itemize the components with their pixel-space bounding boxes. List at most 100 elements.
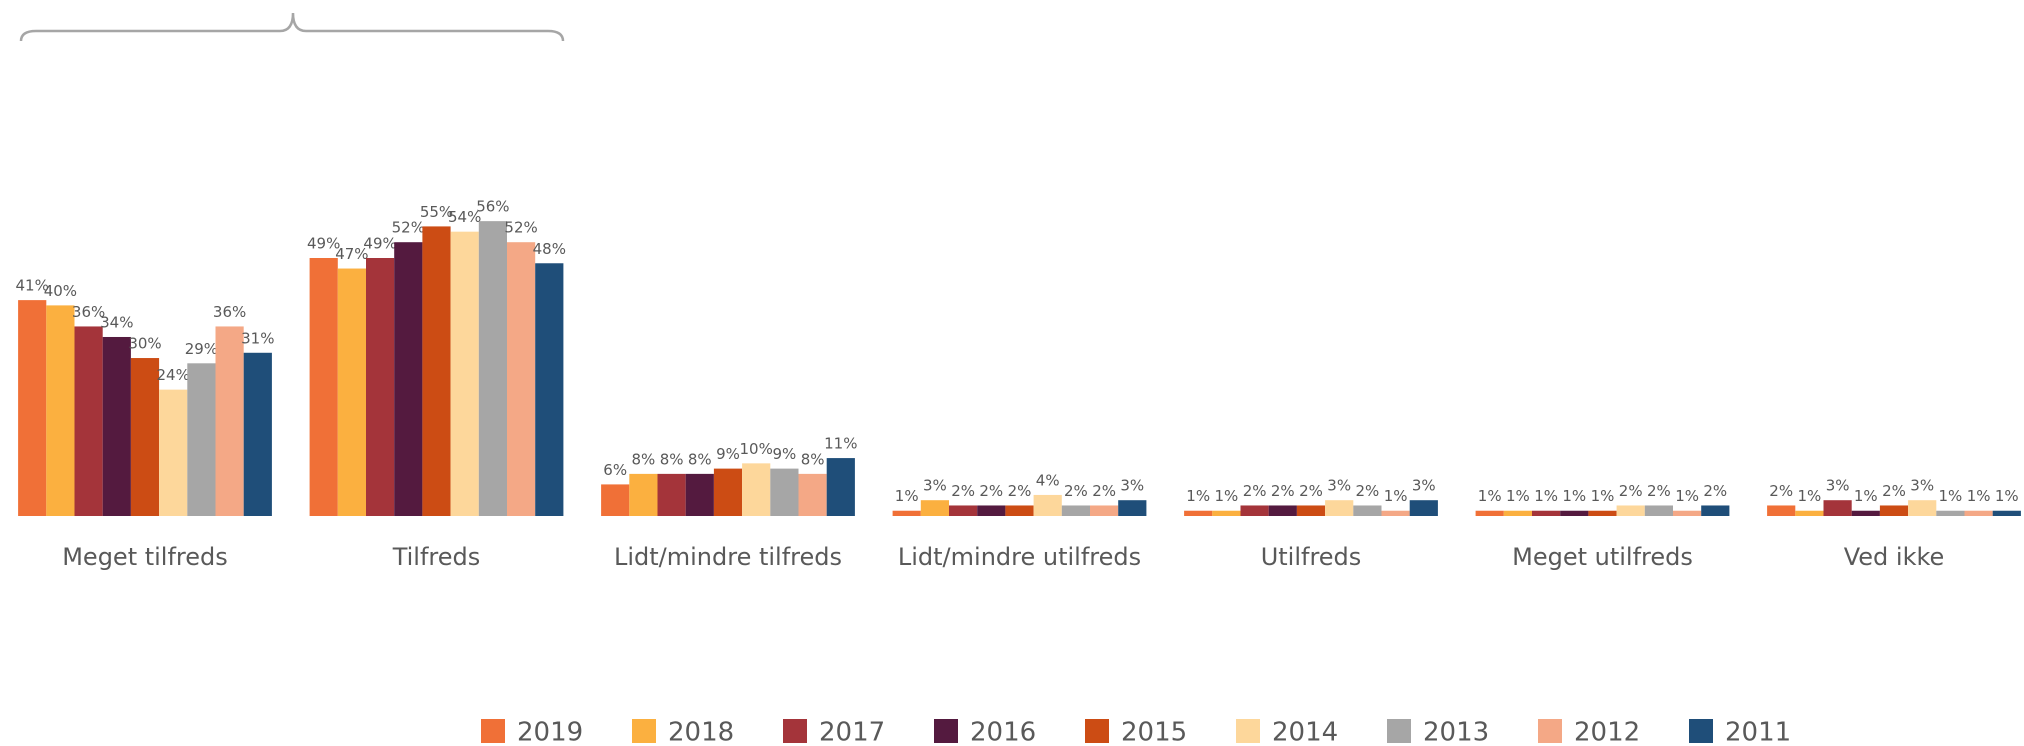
bar [102,336,131,516]
bar [450,231,479,516]
value-label: 52% [392,219,425,237]
bar [1240,505,1269,516]
value-label: 47% [335,245,368,263]
value-label: 1% [1675,487,1699,505]
bar [629,473,658,516]
value-label: 9% [716,445,740,463]
bar [1964,510,1993,516]
bar [1767,505,1796,516]
x-tick-label: Ved ikke [1844,543,1945,571]
bar [601,484,630,516]
legend-label: 2012 [1574,718,1640,746]
value-label: 2% [1769,482,1793,500]
bar [1936,510,1965,516]
bar [187,363,216,516]
bar [713,468,743,516]
bar [1033,494,1062,516]
bar [1503,510,1532,516]
bar [1184,510,1213,516]
value-label: 3% [1910,477,1934,495]
value-label: 1% [1478,487,1502,505]
bar [1560,510,1589,516]
bar [1296,505,1326,516]
value-label: 54% [448,208,481,226]
bar [1532,510,1561,516]
legend-swatch [1689,719,1713,743]
value-label: 1% [1562,487,1586,505]
bar [159,389,188,516]
legend-label: 2018 [668,718,734,746]
bar [977,505,1006,516]
legend-swatch [1538,719,1562,743]
value-label: 8% [688,450,712,468]
x-tick-label: Lidt/mindre utilfreds [898,543,1141,571]
bar [742,463,771,516]
value-label: 4% [1036,471,1060,489]
legend-label: 2013 [1423,718,1489,746]
value-label: 1% [895,487,919,505]
value-label: 36% [213,303,246,321]
bar [1673,510,1702,516]
legend-swatch [632,719,656,743]
bar [422,226,451,517]
bar [130,358,160,516]
legend-swatch [783,719,807,743]
value-label: 49% [363,235,396,253]
bar [1381,510,1410,516]
bar [366,258,395,516]
value-label: 9% [773,445,797,463]
x-tick-label: Meget utilfreds [1512,543,1693,571]
value-label: 30% [128,335,161,353]
bar [74,326,103,516]
value-label: 2% [951,482,975,500]
value-label: 3% [1120,477,1144,495]
value-label: 1% [1215,487,1239,505]
value-label: 6% [603,461,627,479]
value-label: 2% [1008,482,1032,500]
bar [657,473,686,516]
bar [1879,505,1909,516]
value-label: 1% [1995,487,2019,505]
bar [337,268,366,516]
value-label: 1% [1939,487,1963,505]
value-label: 2% [1619,482,1643,500]
bar [1353,505,1382,516]
bar [1061,505,1090,516]
value-label: 1% [1384,487,1408,505]
legend-swatch [481,719,505,743]
value-label: 1% [1854,487,1878,505]
value-label: 1% [1534,487,1558,505]
legend-swatch [1085,719,1109,743]
value-label: 36% [72,303,105,321]
value-label: 48% [533,240,566,258]
value-label: 31% [241,329,274,347]
bar [46,305,75,516]
bar [309,258,338,516]
value-label: 10% [740,440,773,458]
x-tick-label: Lidt/mindre tilfreds [614,543,842,571]
bar [1616,505,1645,516]
bar [1409,500,1438,516]
bar [1644,505,1673,516]
value-label: 8% [660,450,684,468]
value-label: 1% [1967,487,1991,505]
value-label: 1% [1506,487,1530,505]
bar [535,263,564,516]
value-label: 55% [420,203,453,221]
legend-label: 2016 [970,718,1036,746]
legend-swatch [1236,719,1260,743]
value-label: 56% [476,198,509,216]
bar [770,468,799,516]
value-label: 2% [1271,482,1295,500]
legend-swatch [1387,719,1411,743]
value-label: 1% [1591,487,1615,505]
bar [1212,510,1241,516]
value-label: 1% [1186,487,1210,505]
bar [949,505,978,516]
bar [1823,500,1852,516]
legend-label: 2011 [1725,718,1791,746]
bar [1475,510,1504,516]
value-label: 1% [1798,487,1822,505]
value-label: 41% [16,277,49,295]
